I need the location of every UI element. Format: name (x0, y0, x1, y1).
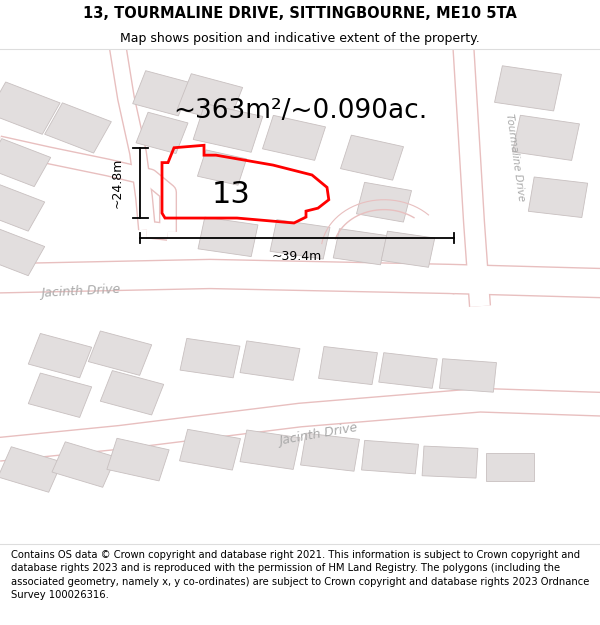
Text: ~39.4m: ~39.4m (272, 250, 322, 263)
Polygon shape (28, 373, 92, 418)
Polygon shape (381, 231, 435, 268)
Text: ~24.8m: ~24.8m (111, 158, 124, 208)
Polygon shape (193, 104, 263, 152)
Polygon shape (197, 150, 247, 185)
Polygon shape (136, 112, 188, 154)
Polygon shape (0, 139, 51, 187)
Text: ~363m²/~0.090ac.: ~363m²/~0.090ac. (173, 98, 427, 124)
Text: 13: 13 (212, 180, 250, 209)
Polygon shape (270, 219, 330, 259)
Polygon shape (422, 446, 478, 478)
Polygon shape (179, 429, 241, 470)
Polygon shape (0, 228, 45, 276)
Polygon shape (340, 135, 404, 180)
Polygon shape (362, 441, 418, 474)
Polygon shape (319, 346, 377, 384)
Polygon shape (240, 430, 300, 469)
Polygon shape (529, 177, 587, 217)
Text: Contains OS data © Crown copyright and database right 2021. This information is : Contains OS data © Crown copyright and d… (11, 550, 589, 600)
Polygon shape (333, 229, 387, 265)
Text: Jacinth Drive: Jacinth Drive (41, 282, 121, 300)
Polygon shape (198, 217, 258, 256)
Text: Tourmaline Drive: Tourmaline Drive (503, 113, 526, 202)
Polygon shape (28, 334, 92, 378)
Polygon shape (88, 331, 152, 376)
Polygon shape (180, 338, 240, 378)
Polygon shape (0, 447, 62, 493)
Text: Jacinth Drive: Jacinth Drive (278, 421, 358, 448)
Polygon shape (301, 433, 359, 471)
Polygon shape (512, 115, 580, 161)
Polygon shape (440, 359, 496, 392)
Polygon shape (494, 66, 562, 111)
Polygon shape (356, 182, 412, 222)
Polygon shape (379, 352, 437, 388)
Polygon shape (133, 71, 191, 116)
Polygon shape (178, 74, 242, 122)
Polygon shape (486, 453, 534, 481)
Polygon shape (240, 341, 300, 380)
Polygon shape (52, 442, 116, 488)
Text: Map shows position and indicative extent of the property.: Map shows position and indicative extent… (120, 31, 480, 44)
Polygon shape (107, 438, 169, 481)
Polygon shape (100, 371, 164, 415)
Polygon shape (0, 82, 60, 134)
Polygon shape (262, 116, 326, 161)
Polygon shape (0, 183, 45, 231)
Text: 13, TOURMALINE DRIVE, SITTINGBOURNE, ME10 5TA: 13, TOURMALINE DRIVE, SITTINGBOURNE, ME1… (83, 6, 517, 21)
Polygon shape (44, 103, 112, 153)
